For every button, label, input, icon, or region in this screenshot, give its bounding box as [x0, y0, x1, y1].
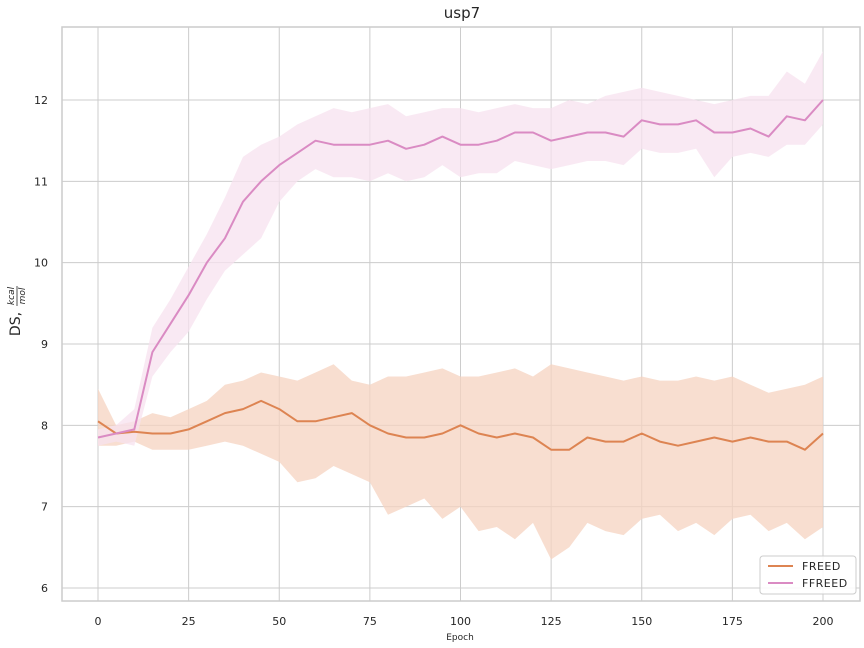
legend-label-ffreed: FFREED — [802, 577, 848, 590]
line-freed — [97, 399, 824, 451]
x-tick-label: 200 — [813, 615, 834, 628]
x-tick-label: 125 — [541, 615, 562, 628]
x-axis-ticks: 0 25 50 75 100 125 150 175 200 — [95, 615, 834, 628]
y-axis-label-denominator: mol — [18, 287, 28, 304]
x-tick-label: 150 — [631, 615, 652, 628]
x-axis-label: Epoch — [446, 633, 474, 643]
y-axis-label-numerator: kcal — [7, 286, 17, 305]
y-axis-label: DS, kcal mol — [7, 286, 28, 336]
y-tick-label: 10 — [34, 257, 48, 270]
chart-title: usp7 — [444, 4, 480, 22]
x-tick-label: 0 — [95, 615, 102, 628]
y-tick-label: 9 — [41, 338, 48, 351]
plot-frame — [61, 26, 861, 602]
series-lines — [97, 99, 824, 451]
band-ffreed — [98, 51, 823, 446]
y-axis-ticks: 6 7 8 9 10 11 12 — [34, 94, 48, 595]
line-ffreed — [97, 99, 824, 439]
x-tick-label: 50 — [272, 615, 286, 628]
y-tick-label: 8 — [41, 419, 48, 432]
band-freed — [98, 364, 823, 560]
y-axis-label-main: DS, — [8, 312, 24, 336]
legend-label-freed: FREED — [802, 560, 841, 573]
y-tick-label: 11 — [34, 175, 48, 188]
x-tick-label: 75 — [363, 615, 377, 628]
y-tick-label: 12 — [34, 94, 48, 107]
y-tick-label: 7 — [41, 501, 48, 514]
x-tick-label: 100 — [450, 615, 471, 628]
confidence-bands — [98, 51, 823, 560]
x-tick-label: 175 — [722, 615, 743, 628]
x-tick-label: 25 — [182, 615, 196, 628]
legend: FREED FFREED — [759, 555, 857, 595]
y-tick-label: 6 — [41, 582, 48, 595]
